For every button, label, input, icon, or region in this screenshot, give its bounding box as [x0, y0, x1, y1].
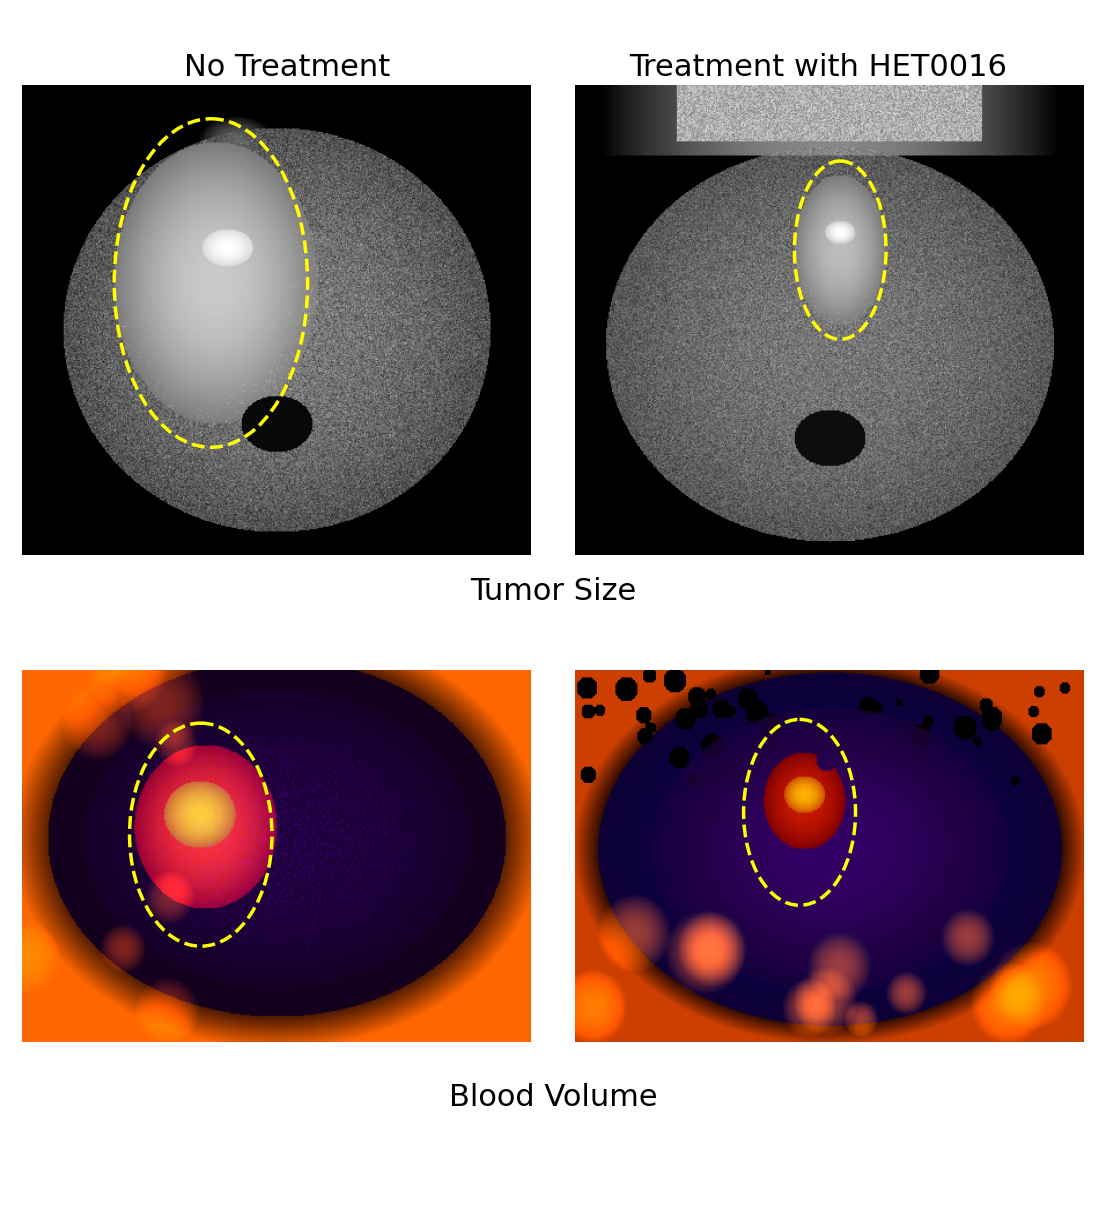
Text: Treatment with HET0016: Treatment with HET0016	[629, 52, 1008, 82]
Text: No Treatment: No Treatment	[185, 52, 390, 82]
Text: Tumor Size: Tumor Size	[470, 577, 636, 606]
Text: Blood Volume: Blood Volume	[449, 1082, 657, 1112]
